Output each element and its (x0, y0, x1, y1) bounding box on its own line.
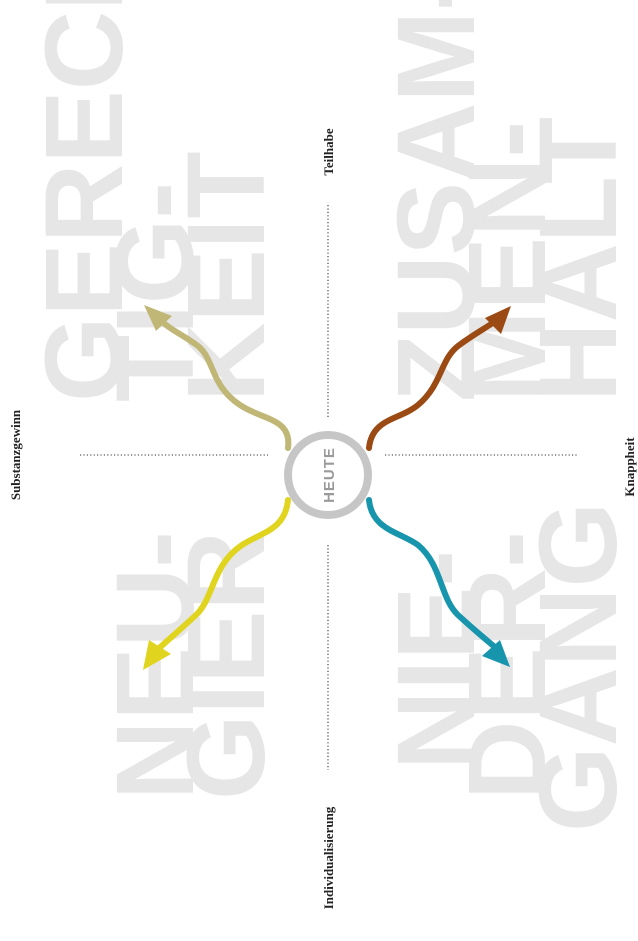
arrow-niedergang-path (366, 497, 499, 651)
arrow-neugier-path (154, 497, 291, 653)
scenario-niedergang: NIE- DER- GANG (375, 502, 638, 832)
arrow-niedergang-head (482, 640, 510, 667)
gerechtigkeit-line3: KEIT (165, 151, 288, 402)
gerechtigkeit-line2: TIG- (94, 182, 217, 402)
arrow-gerechtigkeit-path (155, 315, 292, 451)
niedergang-line1: NIE- (375, 550, 498, 770)
zusammenhalt-line3: HALT (517, 117, 638, 402)
axis-label-right: Knappheit (622, 437, 637, 497)
center-node: HEUTE (284, 431, 372, 519)
arrow-zusammenhalt (366, 306, 511, 451)
scenario-gerechtigkeit: GERECH- TIG- KEIT (23, 0, 288, 402)
arrow-zusammenhalt-path (366, 317, 500, 451)
axes (80, 205, 578, 770)
scenario-neugier: NEU- GIER (94, 531, 288, 800)
center-ring (284, 431, 372, 519)
niedergang-line3: GANG (517, 502, 638, 832)
arrow-gerechtigkeit (144, 305, 292, 451)
arrow-neugier-head (143, 640, 171, 670)
scenario-zusammenhalt: ZUSAM- MEN- HALT (375, 0, 638, 402)
gerechtigkeit-line1: GERECH- (23, 0, 146, 402)
arrow-gerechtigkeit-head (144, 305, 172, 331)
neugier-line1: NEU- (94, 531, 217, 800)
axis-label-left: Substanzgewinn (8, 409, 23, 500)
axis-label-bottom: Individualisierung (321, 806, 336, 909)
axis-label-top: Teilhabe (321, 128, 336, 175)
arrow-niedergang (366, 497, 510, 667)
arrow-neugier (143, 497, 291, 670)
zusammenhalt-line2: MEN- (446, 121, 569, 402)
neugier-line2: GIER (165, 531, 288, 800)
center-label: HEUTE (321, 447, 338, 503)
arrow-zusammenhalt-head (485, 306, 511, 334)
